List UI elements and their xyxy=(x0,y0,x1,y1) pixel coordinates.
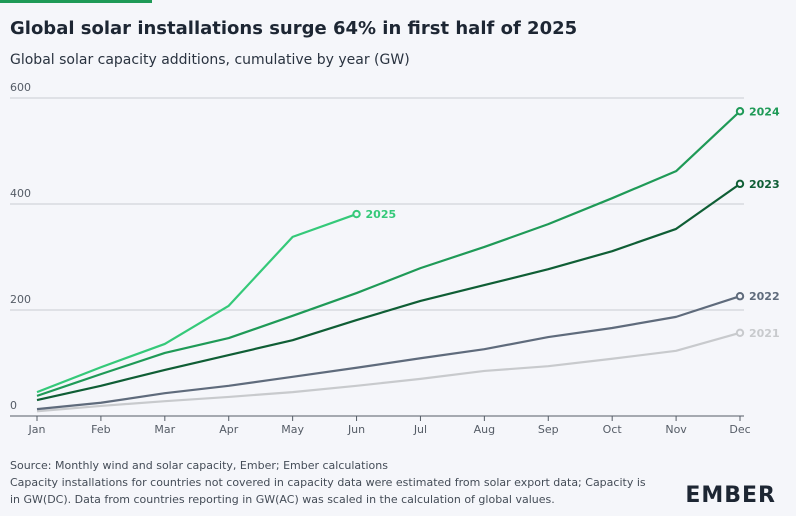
series-line xyxy=(36,182,741,402)
end-marker xyxy=(735,179,745,189)
series-label: 2021 xyxy=(749,327,780,340)
x-tick-label: Jul xyxy=(413,423,427,436)
series-line xyxy=(36,213,357,394)
x-tick-label: Jun xyxy=(347,423,365,436)
note: Capacity installations for countries not… xyxy=(10,476,646,489)
end-marker xyxy=(352,209,361,219)
chart-subtitle: Global solar capacity additions, cumulat… xyxy=(10,52,410,68)
end-marker xyxy=(735,292,745,301)
y-tick-label: 200 xyxy=(10,293,31,306)
chart-title: Global solar installations surge 64% in … xyxy=(10,18,577,39)
series-line xyxy=(36,295,741,411)
x-tick-label: Nov xyxy=(665,423,687,436)
source: Source: Monthly wind and solar capacity,… xyxy=(10,459,388,472)
series-label: 2025 xyxy=(366,208,397,221)
series-line xyxy=(36,110,741,397)
x-tick-label: Mar xyxy=(154,423,175,436)
series-line xyxy=(36,331,741,413)
series-label: 2022 xyxy=(749,290,780,303)
x-tick-label: Oct xyxy=(603,423,623,436)
logo: EMBER xyxy=(685,483,776,508)
accent-bar xyxy=(0,0,152,3)
x-tick-label: Aug xyxy=(474,423,495,436)
series-label: 2024 xyxy=(749,105,780,118)
end-marker xyxy=(735,328,745,337)
x-tick-label: Feb xyxy=(91,423,110,436)
y-tick-label: 600 xyxy=(10,81,31,94)
y-tick-label: 400 xyxy=(10,187,31,200)
x-tick-label: Sep xyxy=(538,423,559,436)
x-tick-label: Dec xyxy=(729,423,750,436)
note: in GW(DC). Data from countries reporting… xyxy=(10,493,555,506)
x-tick-label: Jan xyxy=(28,423,46,436)
x-tick-label: May xyxy=(281,423,304,436)
x-tick-label: Apr xyxy=(219,423,239,436)
y-tick-label: 0 xyxy=(10,399,17,412)
end-marker xyxy=(735,107,745,116)
series-label: 2023 xyxy=(749,178,780,191)
